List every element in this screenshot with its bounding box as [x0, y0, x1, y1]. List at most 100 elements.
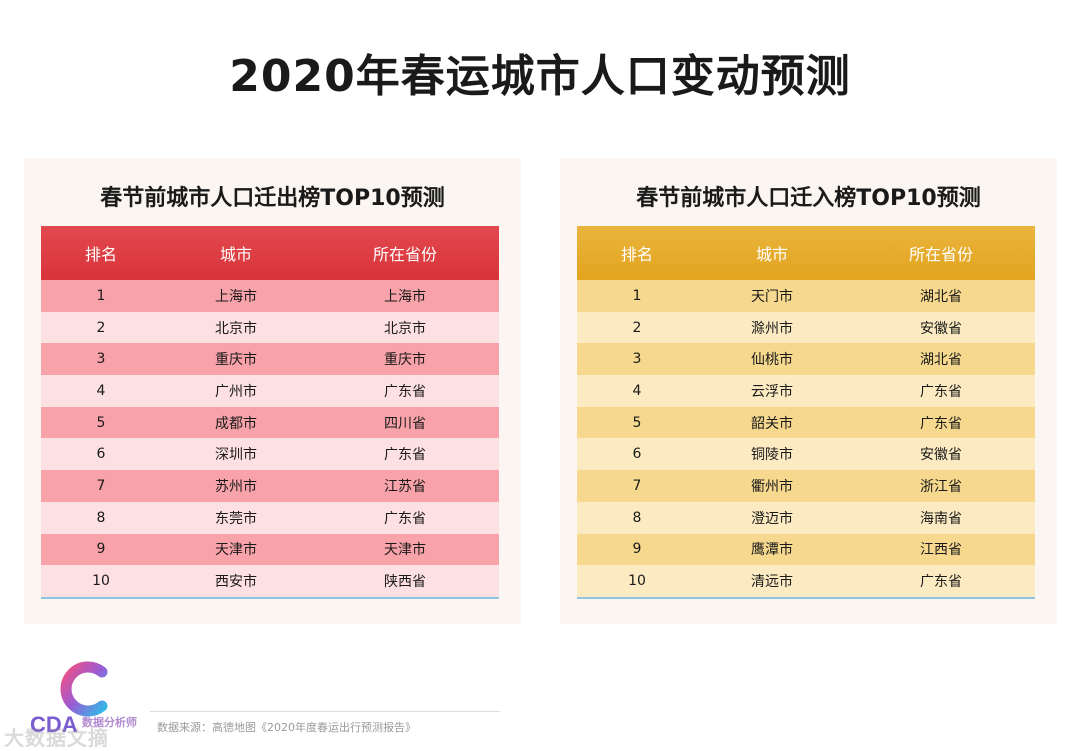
outflow-table-row: 1 上海市 上海市: [41, 280, 499, 312]
inflow-header-row: 排名 城市 所在省份: [577, 226, 1035, 280]
inflow-city-cell: 澄迈市: [697, 501, 847, 534]
outflow-panel: 春节前城市人口迁出榜TOP10预测 排名 城市 所在省份 1 上海市 上海市 2 北京市…: [24, 158, 521, 624]
inflow-city-cell: 鹰潭市: [697, 533, 847, 566]
footer-divider: [150, 711, 500, 712]
cda-logo: CDA: [30, 661, 108, 737]
inflow-rank-cell: 1: [577, 280, 697, 312]
outflow-table: 排名 城市 所在省份 1 上海市 上海市 2 北京市 北京市 3 重庆市 重庆市 4 广州市 广东省 5…: [41, 226, 499, 599]
outflow-table-row: 8 东莞市 广东省: [41, 501, 499, 534]
outflow-table-row: 3 重庆市 重庆市: [41, 343, 499, 376]
outflow-city-cell: 天津市: [161, 533, 311, 566]
outflow-rank-cell: 3: [41, 343, 161, 376]
inflow-table-row: 1 天门市 湖北省: [577, 280, 1035, 312]
outflow-province-cell: 天津市: [311, 533, 499, 566]
outflow-city-cell: 深圳市: [161, 438, 311, 471]
inflow-province-cell: 海南省: [847, 501, 1035, 534]
inflow-city-cell: 铜陵市: [697, 438, 847, 471]
outflow-rank-cell: 10: [41, 565, 161, 598]
outflow-rank-cell: 7: [41, 470, 161, 502]
inflow-table-row: 5 韶关市 广东省: [577, 406, 1035, 439]
outflow-rank-cell: 9: [41, 533, 161, 566]
inflow-province-cell: 安徽省: [847, 438, 1035, 471]
outflow-table-row: 5 成都市 四川省: [41, 406, 499, 439]
outflow-rank-cell: 2: [41, 311, 161, 344]
outflow-province-cell: 广东省: [311, 501, 499, 534]
outflow-table-row: 9 天津市 天津市: [41, 533, 499, 566]
column-header-city: 城市: [161, 226, 311, 280]
outflow-table-row: 4 广州市 广东省: [41, 375, 499, 407]
outflow-table-row: 2 北京市 北京市: [41, 311, 499, 344]
outflow-province-cell: 四川省: [311, 406, 499, 439]
outflow-table-row: 10 西安市 陕西省: [41, 565, 499, 598]
inflow-table-row: 6 铜陵市 安徽省: [577, 438, 1035, 471]
watermark: 大数据文摘: [4, 726, 109, 750]
outflow-province-cell: 北京市: [311, 311, 499, 344]
inflow-city-cell: 云浮市: [697, 375, 847, 407]
inflow-table-row: 9 鹰潭市 江西省: [577, 533, 1035, 566]
inflow-province-cell: 湖北省: [847, 343, 1035, 376]
column-header-city: 城市: [697, 226, 847, 280]
inflow-table-row: 4 云浮市 广东省: [577, 375, 1035, 407]
inflow-province-cell: 江西省: [847, 533, 1035, 566]
inflow-table: 排名 城市 所在省份 1 天门市 湖北省 2 滁州市 安徽省 3 仙桃市 湖北省 4 云浮市 广东省 5…: [577, 226, 1035, 599]
outflow-city-cell: 西安市: [161, 565, 311, 598]
column-header-province: 所在省份: [847, 226, 1035, 280]
inflow-city-cell: 滁州市: [697, 311, 847, 344]
inflow-province-cell: 广东省: [847, 406, 1035, 439]
inflow-rank-cell: 7: [577, 470, 697, 502]
inflow-city-cell: 天门市: [697, 280, 847, 312]
logo-text: CDA: [30, 712, 78, 737]
inflow-rank-cell: 3: [577, 343, 697, 376]
outflow-city-cell: 北京市: [161, 311, 311, 344]
outflow-rank-cell: 8: [41, 501, 161, 534]
inflow-province-cell: 浙江省: [847, 470, 1035, 502]
inflow-city-cell: 韶关市: [697, 406, 847, 439]
outflow-province-cell: 江苏省: [311, 470, 499, 502]
outflow-rank-cell: 6: [41, 438, 161, 471]
inflow-table-row: 8 澄迈市 海南省: [577, 501, 1035, 534]
outflow-city-cell: 东莞市: [161, 501, 311, 534]
outflow-rank-cell: 1: [41, 280, 161, 312]
outflow-province-cell: 广东省: [311, 375, 499, 407]
inflow-rank-cell: 5: [577, 406, 697, 439]
inflow-panel: 春节前城市人口迁入榜TOP10预测 排名 城市 所在省份 1 天门市 湖北省 2 滁州市…: [560, 158, 1057, 624]
column-header-province: 所在省份: [311, 226, 499, 280]
inflow-province-cell: 广东省: [847, 375, 1035, 407]
outflow-city-cell: 重庆市: [161, 343, 311, 376]
outflow-rank-cell: 4: [41, 375, 161, 407]
inflow-rank-cell: 4: [577, 375, 697, 407]
outflow-city-cell: 上海市: [161, 280, 311, 312]
outflow-table-title: 春节前城市人口迁出榜TOP10预测: [100, 186, 445, 211]
column-header-rank: 排名: [577, 226, 697, 280]
outflow-city-cell: 广州市: [161, 375, 311, 407]
inflow-province-cell: 广东省: [847, 565, 1035, 598]
outflow-province-cell: 陕西省: [311, 565, 499, 598]
inflow-province-cell: 安徽省: [847, 311, 1035, 344]
page-title: 2020年春运城市人口变动预测: [229, 51, 851, 102]
outflow-header-row: 排名 城市 所在省份: [41, 226, 499, 280]
inflow-rank-cell: 6: [577, 438, 697, 471]
outflow-table-row: 7 苏州市 江苏省: [41, 470, 499, 502]
inflow-table-row: 2 滁州市 安徽省: [577, 311, 1035, 344]
outflow-city-cell: 苏州市: [161, 470, 311, 502]
outflow-rank-cell: 5: [41, 406, 161, 439]
outflow-province-cell: 上海市: [311, 280, 499, 312]
outflow-table-row: 6 深圳市 广东省: [41, 438, 499, 471]
outflow-city-cell: 成都市: [161, 406, 311, 439]
inflow-province-cell: 湖北省: [847, 280, 1035, 312]
inflow-table-row: 10 清远市 广东省: [577, 565, 1035, 598]
inflow-rank-cell: 8: [577, 501, 697, 534]
outflow-province-cell: 广东省: [311, 438, 499, 471]
inflow-table-row: 3 仙桃市 湖北省: [577, 343, 1035, 376]
inflow-table-title: 春节前城市人口迁入榜TOP10预测: [636, 186, 981, 211]
inflow-city-cell: 衢州市: [697, 470, 847, 502]
inflow-city-cell: 清远市: [697, 565, 847, 598]
inflow-rank-cell: 9: [577, 533, 697, 566]
inflow-rank-cell: 2: [577, 311, 697, 344]
column-header-rank: 排名: [41, 226, 161, 280]
inflow-rank-cell: 10: [577, 565, 697, 598]
outflow-province-cell: 重庆市: [311, 343, 499, 376]
logo-subtext: 数据分析师: [82, 716, 137, 729]
inflow-table-row: 7 衢州市 浙江省: [577, 470, 1035, 502]
inflow-city-cell: 仙桃市: [697, 343, 847, 376]
